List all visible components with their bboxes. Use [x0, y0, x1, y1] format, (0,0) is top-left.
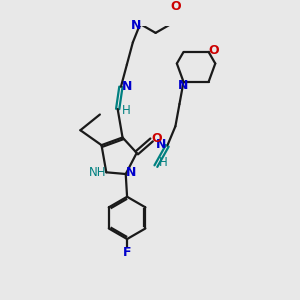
Text: O: O [208, 44, 219, 57]
Text: N: N [178, 79, 188, 92]
Text: H: H [159, 156, 168, 170]
Text: N: N [156, 138, 166, 151]
Text: NH: NH [89, 166, 106, 179]
Text: O: O [170, 0, 181, 13]
Text: N: N [130, 19, 141, 32]
Text: N: N [122, 80, 132, 93]
Text: F: F [123, 245, 131, 259]
Text: O: O [151, 132, 162, 145]
Text: H: H [122, 104, 130, 117]
Text: N: N [126, 167, 136, 179]
